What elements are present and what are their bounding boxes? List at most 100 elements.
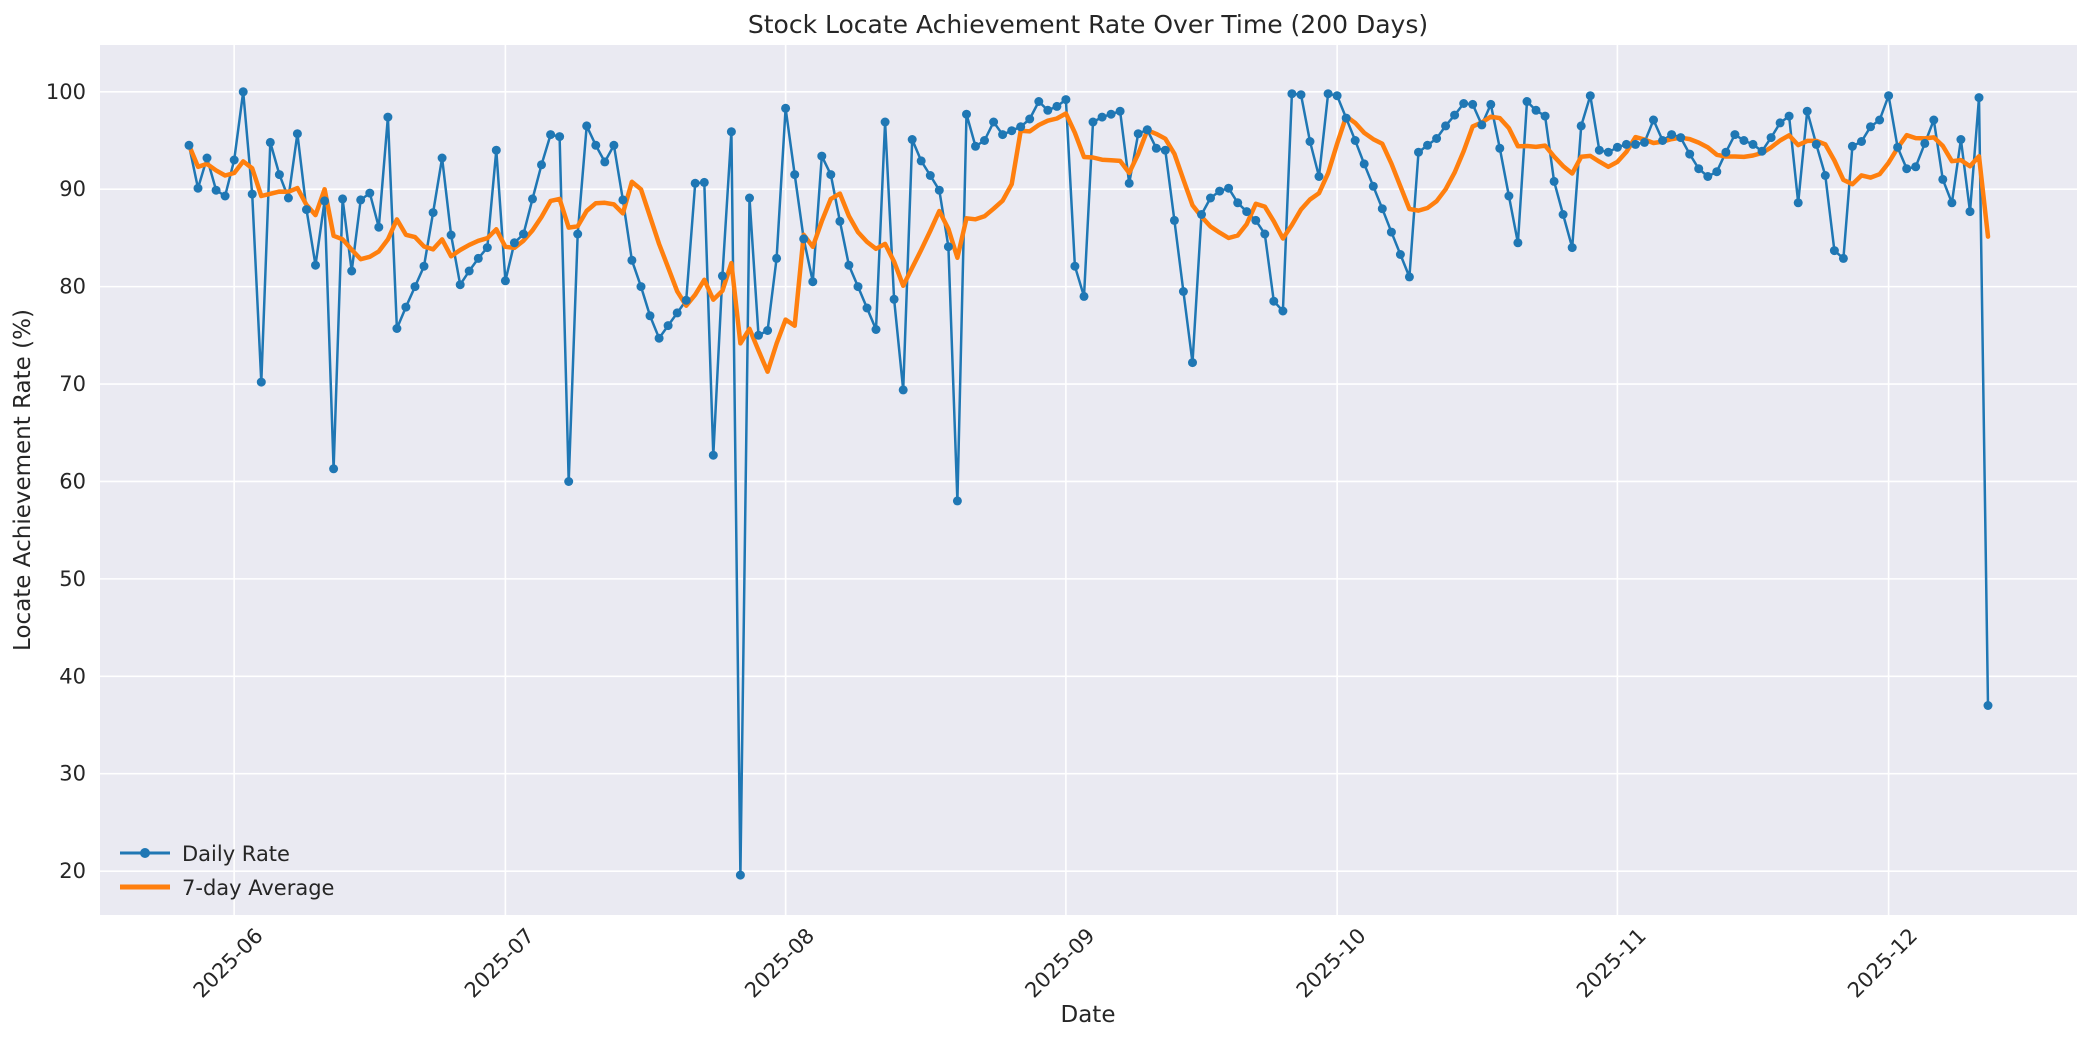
daily-rate-marker xyxy=(1260,229,1270,239)
daily-rate-marker xyxy=(618,195,628,205)
chart-title: Stock Locate Achievement Rate Over Time … xyxy=(748,10,1428,39)
daily-rate-marker xyxy=(292,129,302,139)
daily-rate-marker xyxy=(220,191,230,201)
daily-rate-marker xyxy=(555,132,565,142)
daily-rate-marker xyxy=(844,260,854,270)
daily-rate-marker xyxy=(1676,133,1686,143)
daily-rate-markers xyxy=(184,87,1993,880)
daily-rate-marker xyxy=(247,189,257,199)
daily-rate-marker xyxy=(1314,172,1324,181)
daily-rate-marker xyxy=(952,496,962,506)
daily-rate-marker xyxy=(383,112,393,122)
daily-rate-marker xyxy=(528,194,537,204)
daily-rate-marker xyxy=(1558,210,1568,219)
daily-rate-marker xyxy=(1730,130,1740,140)
daily-rate-marker xyxy=(1793,198,1803,208)
daily-rate-marker xyxy=(229,155,239,165)
daily-rate-marker xyxy=(202,153,212,163)
daily-rate-marker xyxy=(980,136,989,145)
daily-rate-marker xyxy=(627,255,637,265)
daily-rate-marker xyxy=(1531,105,1541,115)
daily-rate-marker xyxy=(1884,91,1894,101)
daily-rate-marker xyxy=(1929,115,1939,125)
daily-rate-marker xyxy=(320,196,330,206)
daily-rate-marker xyxy=(1468,99,1478,109)
daily-rate-marker xyxy=(799,234,809,244)
daily-rate-marker xyxy=(184,140,194,150)
daily-rate-marker xyxy=(500,276,510,286)
daily-rate-marker xyxy=(1649,115,1658,125)
daily-rate-marker xyxy=(238,87,248,97)
y-axis-ticks: 20 30 40 50 60 70 80 90 100 xyxy=(46,80,86,883)
daily-rate-marker xyxy=(1043,105,1053,115)
daily-rate-marker xyxy=(1721,147,1731,157)
daily-rate-marker xyxy=(1603,147,1613,157)
daily-rate-marker xyxy=(1956,135,1966,144)
daily-rate-marker xyxy=(537,160,546,170)
legend-item-7day-average: 7-day Average xyxy=(120,876,334,900)
daily-rate-marker xyxy=(1404,272,1414,282)
daily-rate-marker xyxy=(1685,149,1695,159)
daily-rate-marker xyxy=(1567,243,1577,253)
daily-rate-marker xyxy=(265,137,275,147)
daily-rate-marker xyxy=(1549,176,1559,186)
daily-rate-marker xyxy=(1631,139,1640,149)
daily-rate-marker xyxy=(925,171,935,180)
daily-rate-marker xyxy=(826,170,836,180)
y-tick-label: 30 xyxy=(59,762,86,786)
daily-rate-marker xyxy=(726,127,736,137)
daily-rate-marker xyxy=(998,130,1008,140)
daily-rate-marker xyxy=(763,326,773,335)
daily-rate-marker xyxy=(1432,134,1442,143)
daily-rate-marker xyxy=(1757,146,1767,156)
daily-rate-marker xyxy=(1486,99,1496,109)
daily-rate-marker xyxy=(989,117,999,127)
daily-rate-marker xyxy=(455,280,465,290)
daily-rate-marker xyxy=(1594,145,1604,155)
daily-rate-marker xyxy=(735,870,745,880)
daily-rate-marker xyxy=(473,253,483,263)
daily-rate-marker xyxy=(663,321,673,331)
daily-rate-marker xyxy=(717,271,727,281)
daily-rate-marker xyxy=(1902,164,1912,174)
daily-rate-marker xyxy=(1160,145,1170,155)
daily-rate-marker xyxy=(1504,191,1514,201)
daily-rate-marker xyxy=(1224,183,1234,193)
plot-area xyxy=(100,45,2077,915)
daily-rate-marker xyxy=(1106,109,1116,119)
7day-average-line xyxy=(186,111,1991,374)
daily-rate-marker xyxy=(1847,141,1857,151)
daily-rate-marker xyxy=(1829,246,1839,256)
daily-rate-marker xyxy=(338,194,348,204)
daily-rate-marker xyxy=(428,208,438,218)
daily-rate-marker xyxy=(1739,136,1749,145)
daily-rate-marker xyxy=(1395,250,1405,259)
daily-rate-marker xyxy=(1893,142,1903,152)
daily-rate-marker xyxy=(283,193,293,203)
daily-rate-marker xyxy=(1124,178,1134,188)
daily-rate-marker xyxy=(1775,118,1785,128)
daily-rate-marker xyxy=(898,385,908,395)
daily-rate-marker xyxy=(1784,111,1794,121)
y-tick-label: 90 xyxy=(59,177,86,201)
daily-rate-marker xyxy=(745,193,754,203)
daily-rate-marker xyxy=(1820,171,1830,180)
daily-rate-marker xyxy=(256,377,266,387)
y-tick-label: 60 xyxy=(59,469,86,493)
daily-rate-marker xyxy=(1441,121,1451,131)
daily-rate-marker xyxy=(1857,137,1866,146)
daily-rate-marker xyxy=(772,253,782,263)
daily-rate-marker xyxy=(690,178,700,188)
y-tick-label: 50 xyxy=(59,567,86,591)
daily-rate-marker xyxy=(889,294,899,304)
x-axis-label: Date xyxy=(1061,1002,1116,1028)
daily-rate-marker xyxy=(1007,126,1017,136)
daily-rate-marker xyxy=(916,156,926,166)
daily-rate-marker xyxy=(519,229,528,239)
daily-rate-marker xyxy=(1838,253,1848,263)
daily-rate-marker xyxy=(654,333,664,343)
daily-rate-marker xyxy=(1414,147,1423,157)
daily-rate-marker xyxy=(356,195,366,205)
daily-rate-marker xyxy=(1703,172,1713,181)
